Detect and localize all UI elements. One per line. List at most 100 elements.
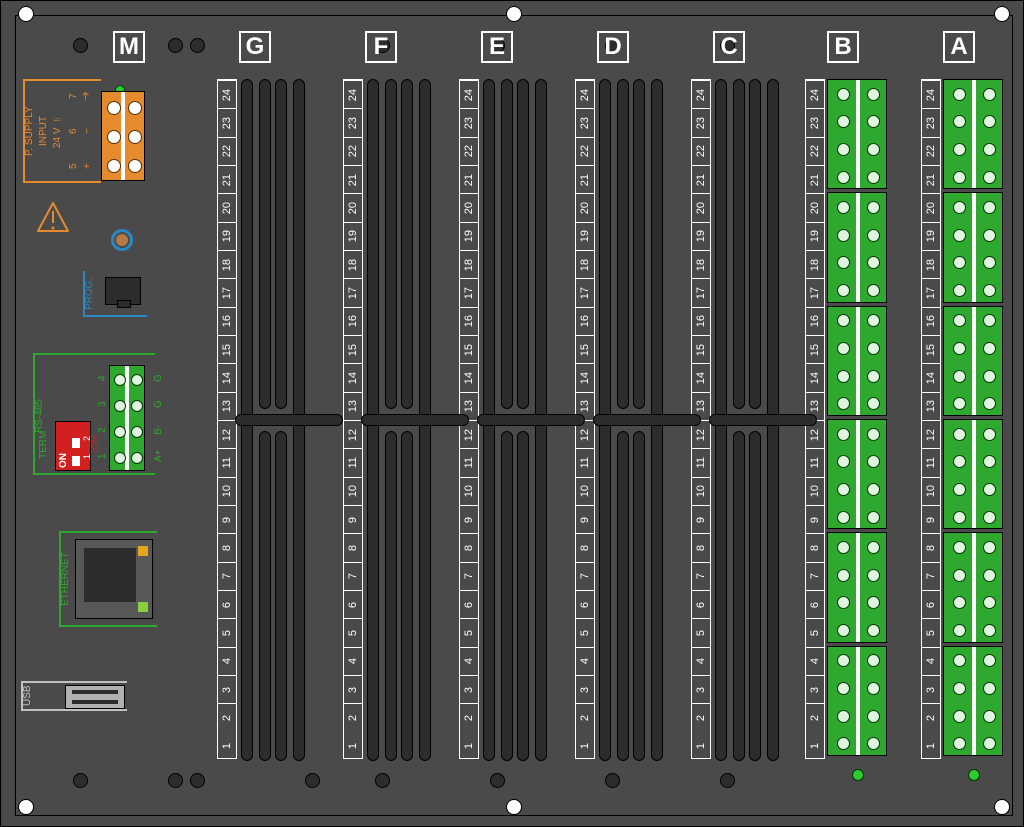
ps-pin[interactable] [107, 101, 121, 115]
terminal-pin[interactable] [953, 710, 966, 723]
ps-pin[interactable] [128, 159, 142, 173]
terminal-pin[interactable] [953, 682, 966, 695]
terminal-pin[interactable] [953, 624, 966, 637]
terminal-pin[interactable] [983, 541, 996, 554]
terminal-pin[interactable] [867, 483, 880, 496]
terminal-pin[interactable] [867, 171, 880, 184]
terminal-pin[interactable] [983, 115, 996, 128]
terminal-pin[interactable] [953, 171, 966, 184]
terminal-block-a[interactable] [943, 192, 1003, 302]
terminal-pin[interactable] [867, 201, 880, 214]
rs485-pin[interactable] [114, 452, 126, 464]
terminal-pin[interactable] [953, 654, 966, 667]
terminal-pin[interactable] [983, 569, 996, 582]
terminal-pin[interactable] [867, 256, 880, 269]
terminal-pin[interactable] [867, 342, 880, 355]
terminal-pin[interactable] [837, 201, 850, 214]
terminal-pin[interactable] [953, 397, 966, 410]
terminal-pin[interactable] [837, 284, 850, 297]
terminal-block-a[interactable] [943, 532, 1003, 642]
terminal-pin[interactable] [837, 596, 850, 609]
terminal-pin[interactable] [837, 455, 850, 468]
prog-port[interactable] [105, 277, 141, 305]
terminal-block-b[interactable] [827, 79, 887, 189]
terminal-pin[interactable] [837, 143, 850, 156]
terminal-pin[interactable] [867, 115, 880, 128]
terminal-pin[interactable] [867, 370, 880, 383]
terminal-pin[interactable] [983, 455, 996, 468]
terminal-pin[interactable] [837, 229, 850, 242]
terminal-pin[interactable] [867, 511, 880, 524]
terminal-pin[interactable] [837, 115, 850, 128]
terminal-pin[interactable] [953, 115, 966, 128]
terminal-pin[interactable] [867, 624, 880, 637]
terminal-pin[interactable] [983, 682, 996, 695]
ps-pin[interactable] [107, 130, 121, 144]
terminal-pin[interactable] [867, 397, 880, 410]
terminal-pin[interactable] [953, 201, 966, 214]
ethernet-port[interactable] [75, 539, 153, 619]
terminal-pin[interactable] [983, 624, 996, 637]
rs485-pin[interactable] [131, 452, 143, 464]
terminal-pin[interactable] [953, 483, 966, 496]
terminal-pin[interactable] [837, 569, 850, 582]
rs485-term-dip[interactable]: ON12 [55, 421, 91, 471]
terminal-pin[interactable] [983, 342, 996, 355]
terminal-pin[interactable] [953, 256, 966, 269]
terminal-pin[interactable] [953, 284, 966, 297]
terminal-pin[interactable] [983, 201, 996, 214]
terminal-pin[interactable] [837, 541, 850, 554]
terminal-pin[interactable] [953, 569, 966, 582]
terminal-pin[interactable] [867, 229, 880, 242]
terminal-pin[interactable] [837, 171, 850, 184]
rs485-pin[interactable] [114, 400, 126, 412]
terminal-pin[interactable] [953, 143, 966, 156]
terminal-pin[interactable] [953, 428, 966, 441]
terminal-pin[interactable] [983, 710, 996, 723]
terminal-pin[interactable] [983, 314, 996, 327]
terminal-pin[interactable] [983, 483, 996, 496]
terminal-pin[interactable] [867, 284, 880, 297]
terminal-pin[interactable] [837, 256, 850, 269]
terminal-pin[interactable] [953, 511, 966, 524]
terminal-pin[interactable] [953, 370, 966, 383]
terminal-pin[interactable] [867, 314, 880, 327]
reset-button[interactable] [111, 229, 133, 251]
terminal-pin[interactable] [837, 710, 850, 723]
terminal-pin[interactable] [983, 370, 996, 383]
terminal-pin[interactable] [983, 654, 996, 667]
rs485-pin[interactable] [131, 400, 143, 412]
terminal-block-b[interactable] [827, 532, 887, 642]
terminal-pin[interactable] [837, 682, 850, 695]
terminal-block-a[interactable] [943, 419, 1003, 529]
terminal-block-b[interactable] [827, 646, 887, 756]
terminal-pin[interactable] [983, 737, 996, 750]
rs485-connector[interactable] [109, 365, 145, 471]
terminal-block-b[interactable] [827, 419, 887, 529]
terminal-pin[interactable] [983, 428, 996, 441]
terminal-pin[interactable] [983, 171, 996, 184]
terminal-pin[interactable] [837, 342, 850, 355]
terminal-pin[interactable] [953, 737, 966, 750]
terminal-pin[interactable] [983, 284, 996, 297]
rs485-pin[interactable] [114, 426, 126, 438]
terminal-pin[interactable] [837, 511, 850, 524]
terminal-pin[interactable] [983, 397, 996, 410]
terminal-block-a[interactable] [943, 306, 1003, 416]
terminal-pin[interactable] [953, 229, 966, 242]
terminal-pin[interactable] [837, 370, 850, 383]
terminal-pin[interactable] [837, 483, 850, 496]
rs485-pin[interactable] [131, 426, 143, 438]
terminal-pin[interactable] [837, 88, 850, 101]
power-supply-connector[interactable] [101, 91, 145, 181]
terminal-pin[interactable] [983, 511, 996, 524]
terminal-pin[interactable] [867, 455, 880, 468]
terminal-pin[interactable] [953, 541, 966, 554]
terminal-pin[interactable] [983, 596, 996, 609]
terminal-pin[interactable] [867, 143, 880, 156]
rs485-pin[interactable] [114, 374, 126, 386]
terminal-pin[interactable] [953, 88, 966, 101]
terminal-pin[interactable] [983, 256, 996, 269]
terminal-pin[interactable] [867, 596, 880, 609]
terminal-pin[interactable] [983, 229, 996, 242]
